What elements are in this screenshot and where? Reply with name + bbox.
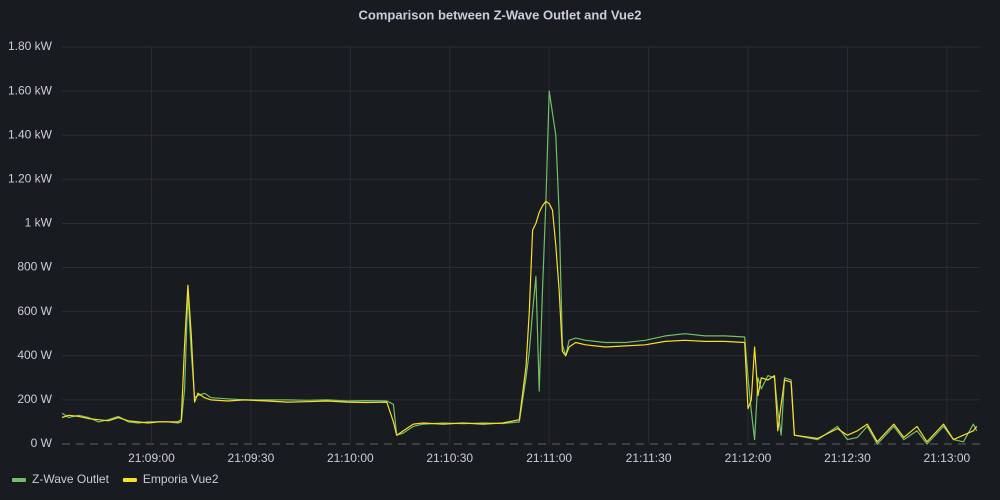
- y-tick-label: 600 W: [17, 304, 52, 318]
- y-tick-label: 200 W: [17, 392, 52, 406]
- legend-label: Emporia Vue2: [143, 472, 219, 486]
- series-line: [61, 200, 978, 443]
- y-tick-label: 1.80 kW: [8, 39, 53, 53]
- y-tick-label: 1.40 kW: [8, 127, 53, 141]
- x-tick-label: 21:13:00: [923, 451, 970, 465]
- x-tick-label: 21:10:00: [327, 451, 374, 465]
- legend-swatch: [12, 478, 26, 482]
- y-tick-label: 1.60 kW: [8, 83, 53, 97]
- y-tick-label: 0 W: [31, 436, 53, 450]
- legend-label: Z-Wave Outlet: [32, 472, 110, 486]
- y-tick-label: 1 kW: [25, 216, 53, 230]
- x-tick-label: 21:11:00: [526, 451, 572, 465]
- x-tick-label: 21:11:30: [626, 451, 672, 465]
- y-tick-label: 800 W: [17, 260, 52, 274]
- x-tick-label: 21:12:30: [824, 451, 871, 465]
- x-tick-label: 21:10:30: [426, 451, 473, 465]
- legend-swatch: [122, 478, 137, 482]
- x-tick-label: 21:09:00: [128, 451, 175, 465]
- y-tick-label: 1.20 kW: [8, 172, 53, 186]
- chart-title: Comparison between Z-Wave Outlet and Vue…: [359, 7, 642, 22]
- x-tick-label: 21:09:30: [228, 451, 275, 465]
- x-tick-label: 21:12:00: [725, 451, 772, 465]
- y-tick-label: 400 W: [17, 348, 52, 362]
